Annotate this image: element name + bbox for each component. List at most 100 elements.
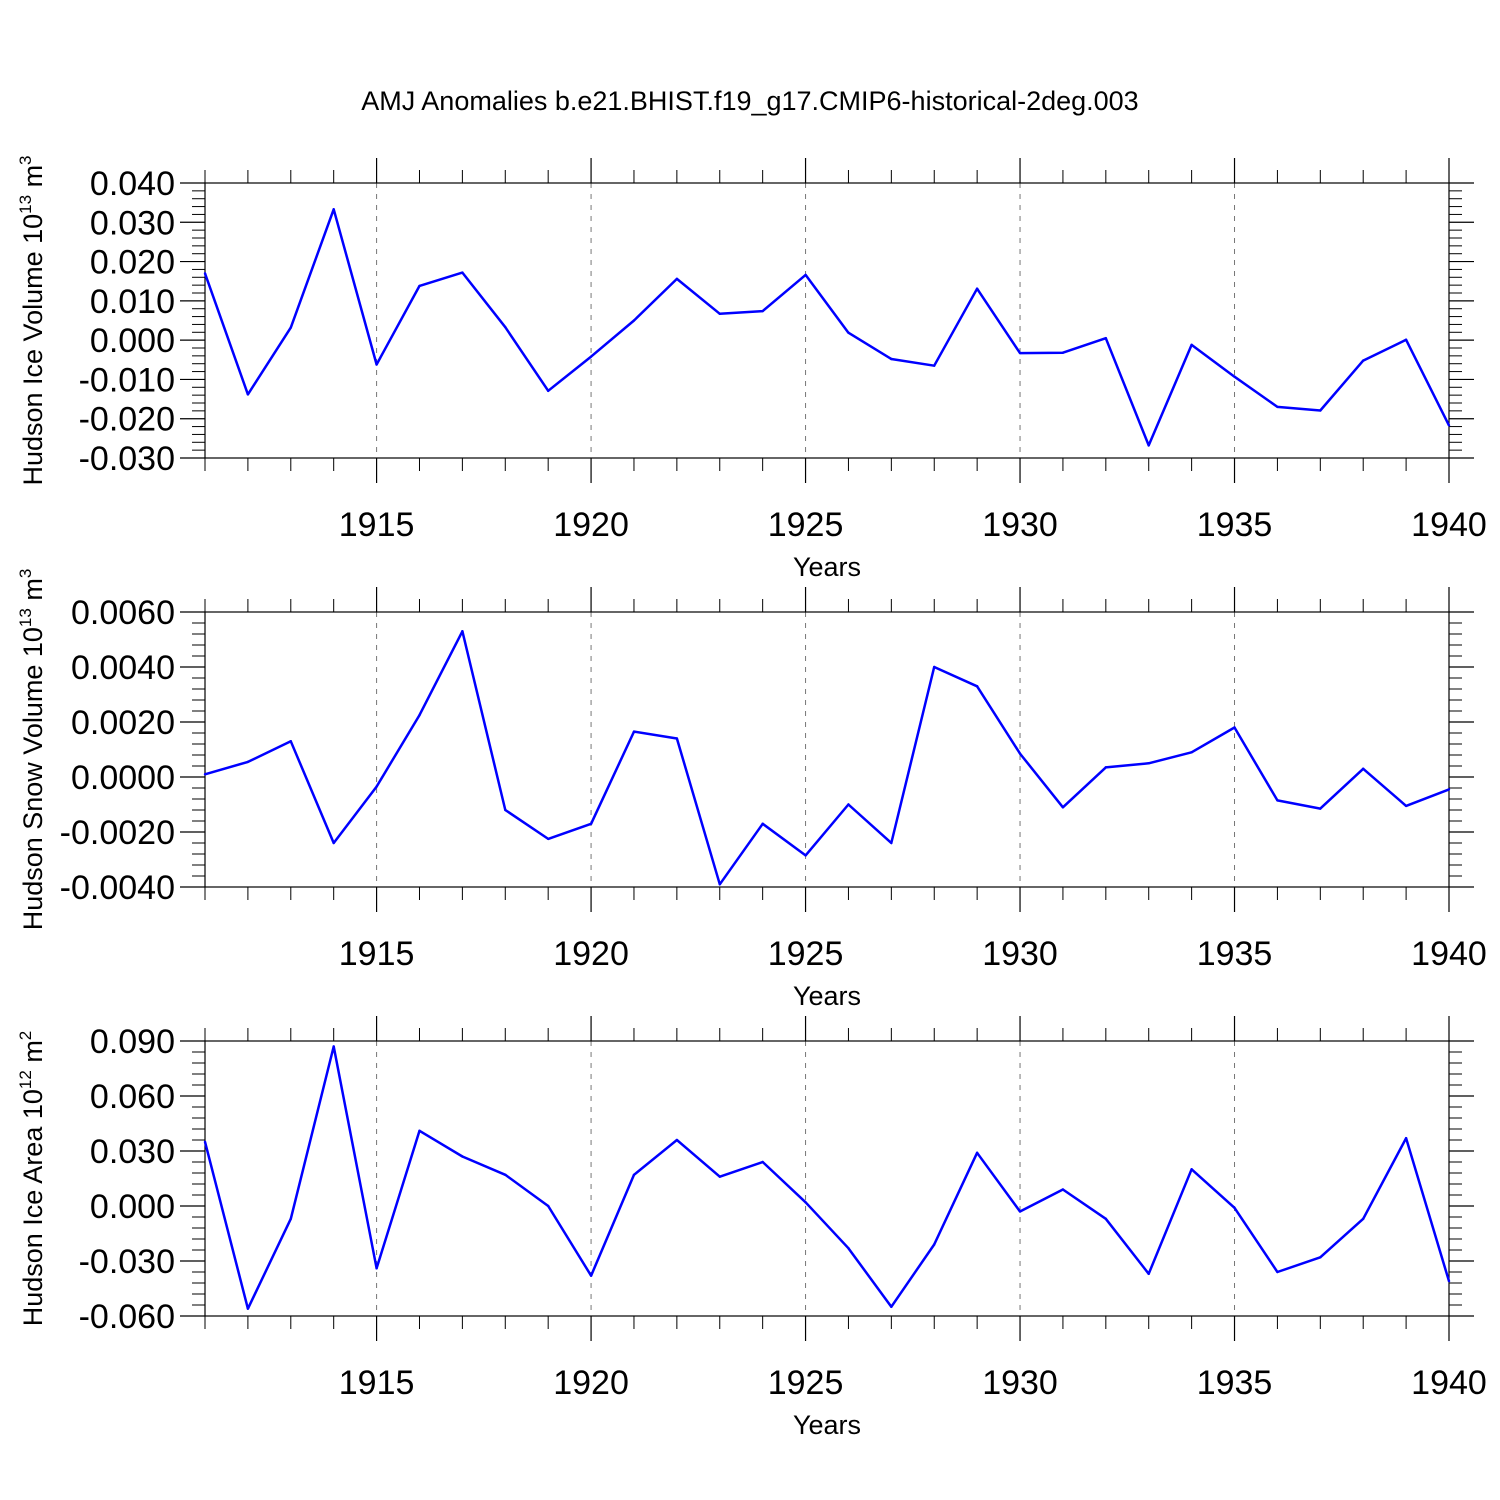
- y-axis-label-superscript: 3: [16, 155, 35, 164]
- data-point: [675, 277, 679, 281]
- y-tick-label: 0.000: [90, 1188, 175, 1226]
- figure-title: AMJ Anomalies b.e21.BHIST.f19_g17.CMIP6-…: [361, 86, 1138, 116]
- y-tick-label: 0.060: [90, 1078, 175, 1116]
- y-tick-label: 0.040: [90, 165, 175, 203]
- data-point: [1147, 444, 1150, 447]
- y-axis-label-part: m: [18, 165, 48, 195]
- x-axis-label: Years: [793, 981, 861, 1011]
- data-point: [718, 883, 721, 886]
- data-point: [1233, 726, 1236, 729]
- y-axis-label-part: Hudson Snow Volume 10: [18, 627, 48, 930]
- data-point: [546, 1204, 550, 1208]
- x-tick-label: 1930: [982, 506, 1058, 544]
- y-tick-label: -0.060: [79, 1298, 175, 1336]
- y-tick-label: 0.0020: [71, 704, 175, 742]
- data-point: [589, 822, 593, 825]
- data-point: [890, 1305, 893, 1309]
- x-tick-label: 1915: [339, 935, 415, 973]
- data-point: [1190, 343, 1193, 347]
- data-point: [847, 803, 850, 806]
- x-tick-label: 1935: [1197, 506, 1273, 544]
- y-tick-label: -0.020: [79, 401, 175, 439]
- data-point: [375, 363, 378, 366]
- y-tick-label: -0.030: [79, 1243, 175, 1281]
- x-tick-label: 1930: [982, 1364, 1058, 1402]
- data-point: [332, 208, 335, 211]
- data-point: [847, 331, 850, 334]
- y-tick-label: -0.0040: [60, 869, 175, 907]
- data-point: [1404, 338, 1408, 341]
- x-tick-label: 1930: [982, 935, 1058, 973]
- x-tick-label: 1920: [553, 1364, 629, 1402]
- y-tick-label: 0.0000: [71, 759, 175, 797]
- data-point: [589, 355, 593, 358]
- y-tick-label: 0.010: [90, 283, 175, 321]
- data-point: [632, 730, 636, 733]
- y-axis-label: Hudson Ice Area 1012 m2: [16, 1031, 48, 1327]
- data-point: [289, 740, 292, 743]
- data-point: [890, 841, 893, 845]
- y-axis-label: Hudson Ice Volume 1013 m3: [16, 155, 48, 485]
- data-point: [546, 389, 550, 393]
- data-point: [418, 713, 421, 717]
- data-point: [1447, 788, 1451, 791]
- y-tick-label: 0.090: [90, 1023, 175, 1061]
- data-point: [504, 1173, 507, 1177]
- data-point: [1061, 351, 1065, 354]
- x-tick-label: 1920: [553, 935, 629, 973]
- data-point: [1276, 405, 1279, 409]
- data-point: [718, 312, 721, 316]
- y-axis-label-superscript: 13: [16, 608, 35, 627]
- data-point: [375, 785, 378, 788]
- data-point: [418, 1129, 421, 1133]
- data-point: [1104, 1217, 1108, 1221]
- data-point: [933, 364, 936, 367]
- y-axis-label-superscript: 3: [16, 569, 35, 578]
- series-line: [204, 630, 1450, 886]
- x-tick-label: 1920: [553, 506, 629, 544]
- data-point: [203, 1140, 207, 1144]
- data-point: [1147, 762, 1150, 765]
- data-point: [1362, 359, 1365, 362]
- data-point: [1319, 807, 1322, 810]
- data-point: [1319, 409, 1322, 412]
- data-point: [804, 854, 807, 857]
- data-point: [975, 685, 979, 688]
- data-point: [718, 1175, 721, 1178]
- data-point: [1404, 1136, 1408, 1140]
- data-point: [289, 1217, 292, 1221]
- data-point: [804, 273, 807, 277]
- plot-frame: [204, 611, 1450, 888]
- series-line: [203, 1045, 1451, 1310]
- data-point: [246, 393, 250, 396]
- data-point: [1018, 752, 1022, 755]
- y-tick-label: 0.020: [90, 244, 175, 282]
- data-point: [332, 841, 335, 845]
- data-point: [203, 272, 207, 275]
- panels: -0.030-0.020-0.0100.0000.0100.0200.0300.…: [16, 155, 1487, 1440]
- data-point: [632, 1173, 636, 1177]
- chart-panel-2: -0.0040 -0.0020 0.0000 0.0020 0.0040 0.0060 19…: [16, 569, 1487, 1011]
- x-tick-label: 1925: [768, 506, 844, 544]
- chart-panel-3: -0.060 -0.030 0.000 0.030 0.060 0.090 1915 1920…: [16, 1016, 1487, 1440]
- data-point: [504, 325, 507, 329]
- x-tick-label: 1940: [1411, 1364, 1487, 1402]
- data-point: [1447, 1279, 1451, 1283]
- data-point: [203, 773, 207, 776]
- x-tick-label: 1935: [1197, 935, 1273, 973]
- data-point: [375, 1267, 378, 1270]
- data-point: [461, 271, 464, 274]
- data-point: [461, 630, 464, 633]
- data-point: [546, 837, 550, 841]
- x-axis-label: Years: [793, 552, 861, 582]
- data-point: [1362, 1217, 1365, 1221]
- plot-frame: [204, 182, 1450, 459]
- data-point: [761, 309, 764, 313]
- data-point: [332, 1045, 335, 1048]
- data-point: [761, 822, 764, 825]
- data-point: [933, 665, 936, 669]
- data-point: [246, 1307, 250, 1310]
- series-line: [203, 208, 1451, 447]
- data-point: [761, 1160, 764, 1164]
